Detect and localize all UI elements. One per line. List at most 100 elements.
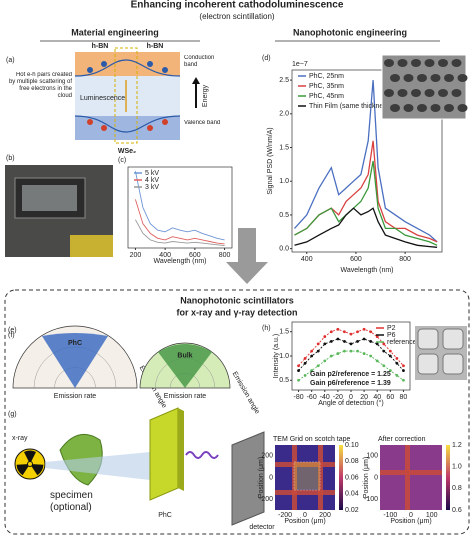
label: detector (249, 524, 275, 531)
photo-detail (70, 235, 113, 257)
series-line (298, 350, 404, 381)
figure-subtitle: (electron scintillation) (199, 12, 274, 21)
label: WSe₂ (118, 148, 136, 155)
trefoil (30, 464, 44, 476)
text-box: Conduction band (184, 55, 214, 68)
colorbar (446, 445, 450, 510)
arrow (226, 228, 268, 284)
section-heading: Nanophotonic engineering (293, 27, 407, 37)
label: 200 (261, 453, 273, 460)
sem-hole (438, 89, 448, 97)
legend-label: reference (387, 339, 417, 346)
series-line (294, 160, 438, 246)
x-axis-label: Wavelength (nm) (153, 258, 206, 265)
label: 0.04 (345, 491, 359, 498)
legend-label: Thin Film (same thicknesses) (309, 103, 400, 110)
y-tick-label: 1.5 (279, 144, 289, 151)
label: -200 (259, 496, 273, 503)
y-axis-label: Signal PSD (W/nm/A) (267, 127, 274, 194)
label: 100 (426, 512, 438, 519)
x-tick-label: 600 (350, 256, 362, 263)
y-tick-label: 1.0 (279, 178, 289, 185)
phc-plate (149, 407, 179, 501)
band (75, 116, 180, 140)
band (75, 52, 180, 76)
grid-bar (275, 462, 335, 467)
x-tick-label: 80 (400, 394, 408, 401)
hole (87, 119, 93, 125)
label: (g) (8, 411, 17, 418)
electron (147, 61, 153, 67)
x-tick-label: 200 (130, 252, 142, 259)
label: (a) (6, 57, 15, 64)
sem-hole (403, 74, 414, 82)
sem-pillar (417, 353, 439, 375)
x-tick-label: -80 (293, 394, 303, 401)
label: h-BN (147, 43, 164, 50)
sem-hole (430, 104, 441, 112)
legend-label: 5 kV (145, 170, 159, 177)
trefoil-center (27, 461, 33, 467)
x-tick-label: 400 (301, 256, 313, 263)
sem-hole (451, 59, 462, 67)
label: Emission angle (231, 371, 261, 416)
sem-hole (411, 59, 421, 67)
legend-label: PhC, 25nm (309, 73, 344, 80)
label: Luminescence (80, 95, 125, 102)
series-line (298, 338, 404, 371)
figure-title: Enhancing incoherent cathodoluminescence (131, 0, 344, 11)
label: TEM Grid on scotch tape (273, 436, 351, 443)
label: Emission rate (54, 393, 97, 400)
label: (f) (8, 332, 15, 339)
grid-bar (405, 445, 410, 510)
text-box: Valence band (184, 120, 220, 126)
label: 0 (303, 512, 307, 519)
sem-hole (424, 89, 435, 97)
sem-hole (403, 104, 414, 112)
label: Position (μm) (363, 457, 370, 498)
y-tick-label: 1.0 (279, 353, 289, 360)
legend-label: P2 (387, 325, 396, 332)
x-tick-label: 60 (386, 394, 394, 401)
label: 0 (269, 474, 273, 481)
sem-hole (457, 104, 468, 112)
label: 0.10 (345, 442, 359, 449)
sem-hole (397, 89, 408, 97)
annotation: Gain p6/reference = 1.39 (310, 380, 391, 387)
label: 100 (366, 453, 378, 460)
marker (375, 342, 379, 346)
y-tick-label: 0.0 (279, 245, 289, 252)
legend-label: PhC, 35nm (309, 83, 344, 90)
label: Position (μm) (284, 518, 325, 525)
label: 200 (319, 512, 331, 519)
label: After correction (378, 436, 426, 443)
y-tick-label: 1.5 (279, 329, 289, 336)
emission-lobe (158, 344, 212, 388)
y-tick-label: 2.5 (279, 77, 289, 84)
series-line (294, 80, 438, 243)
grid-bar (275, 490, 335, 495)
emission-wave (185, 451, 219, 459)
x-tick-label: -40 (320, 394, 330, 401)
y-tick-label: 2.0 (279, 111, 289, 118)
x-tick-label: 400 (159, 252, 171, 259)
y-tick-label: 0.5 (279, 377, 289, 384)
hole (101, 125, 107, 131)
label: Energy (202, 84, 209, 107)
label: 0.08 (345, 458, 359, 465)
series-line (134, 199, 225, 245)
emission-lobe (42, 333, 108, 388)
text-box: specimen (optional) (50, 490, 93, 513)
sem-pillar (442, 328, 464, 350)
section-heading: Nanophotonic scintillators (180, 295, 294, 305)
grid-bar (318, 445, 323, 510)
label: 0.06 (345, 474, 359, 481)
sem-hole (430, 74, 441, 82)
label: (c) (118, 157, 126, 164)
x-tick-label: -60 (307, 394, 317, 401)
x-axis-label: Wavelength (nm) (340, 267, 393, 274)
label: PhC (68, 340, 82, 347)
legend-label: PhC, 45nm (309, 93, 344, 100)
phc-side (178, 408, 184, 491)
y-tick-label: 0.5 (279, 212, 289, 219)
